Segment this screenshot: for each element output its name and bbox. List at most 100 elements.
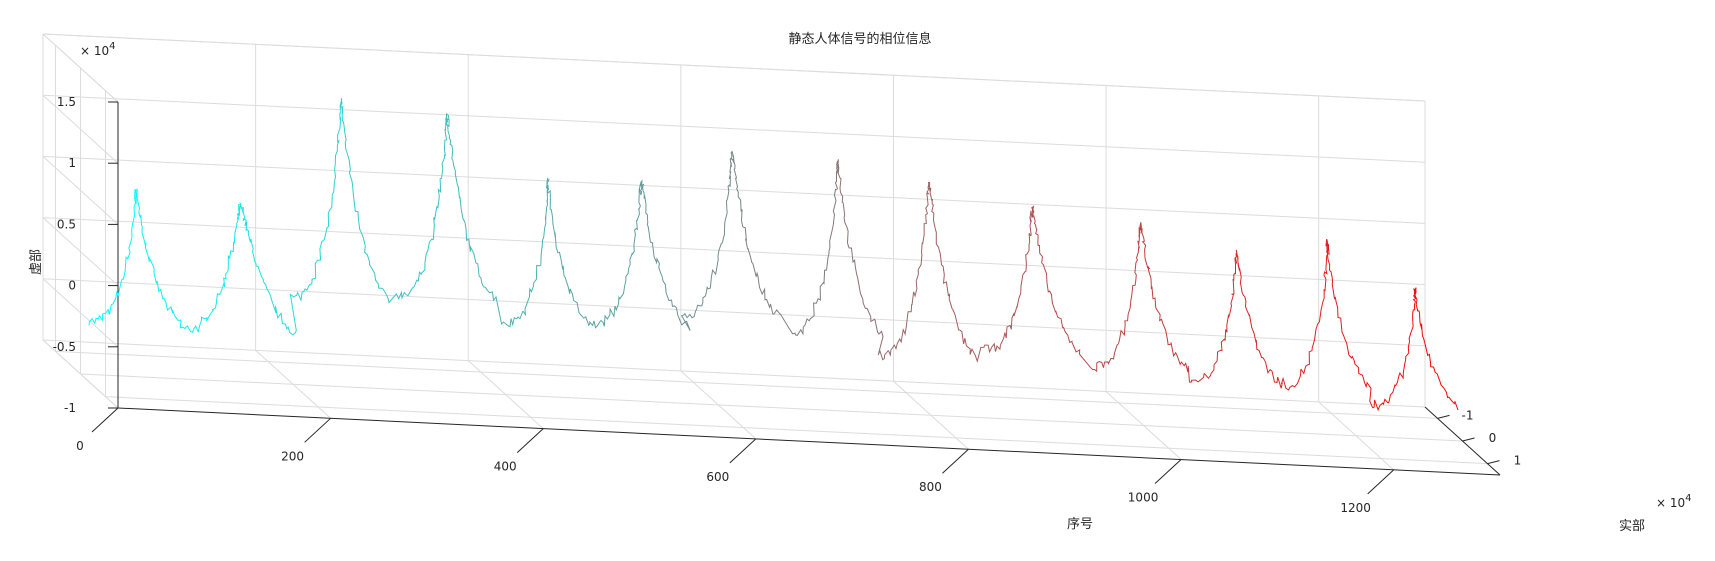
trajectory-segment-26 [638, 179, 649, 221]
trajectory-segment-28 [672, 304, 702, 331]
trajectory-segment-3 [140, 215, 165, 300]
trajectory-segment-60 [1344, 338, 1381, 412]
x-axis-line [117, 407, 1501, 476]
grid-back-z-1 [42, 278, 1426, 347]
trajectory-segment-51 [1155, 307, 1190, 383]
trajectory-segment-25 [629, 188, 643, 260]
grid-back-z-0 [42, 339, 1426, 408]
trajectory-segment-23 [563, 275, 602, 329]
trajectory-segment-56 [1264, 360, 1302, 391]
y-exponent-label: × 104 [1656, 493, 1692, 510]
y-exponent-power: 4 [1685, 493, 1691, 504]
x-tick-mark-1 [304, 417, 331, 443]
signal-trajectory [88, 98, 1459, 412]
trajectory-segment-5 [199, 274, 227, 324]
x-tick-label-5: 1000 [1128, 491, 1159, 505]
trajectory-segment-4 [163, 297, 201, 334]
z-axis-label: 虚部 [29, 249, 44, 275]
trajectory-segment-36 [839, 177, 859, 279]
y-exponent-base: × 10 [1656, 496, 1685, 510]
trajectory-segment-15 [405, 206, 438, 297]
grid-side-z-2 [42, 217, 119, 286]
grid-box-edge-0 [42, 33, 1426, 102]
grid-side-z-3 [42, 156, 119, 225]
x-tick-mark-2 [516, 428, 544, 453]
trajectory-segment-57 [1300, 278, 1327, 375]
x-tick-label-0: 0 [76, 439, 84, 453]
trajectory-segment-58 [1323, 238, 1330, 280]
x-tick-label-4: 800 [919, 480, 942, 494]
trajectory-segment-17 [445, 112, 454, 161]
z-exponent-power: 4 [109, 41, 115, 52]
trajectory-segment-6 [225, 212, 240, 275]
grid-lines [42, 33, 1488, 471]
z-tick-label-0: -1 [64, 401, 76, 415]
trajectory-segment-19 [478, 276, 524, 328]
trajectory-segment-27 [646, 220, 673, 307]
trajectory-segment-47 [1071, 341, 1119, 373]
trajectory-segment-16 [436, 118, 448, 209]
trajectory-segment-11 [323, 117, 341, 240]
x-tick-label-2: 400 [494, 460, 517, 474]
y-tick-labels: -1 0 1 [1462, 408, 1522, 467]
trajectory-segment-21 [545, 177, 550, 221]
trajectory-segment-53 [1224, 258, 1236, 341]
y-axis-label: 实部 [1619, 519, 1645, 534]
axes [91, 101, 1501, 495]
trajectory-segment-13 [344, 130, 366, 247]
trajectory-segment-46 [1041, 262, 1073, 344]
z-tick-label-2: 0 [68, 279, 76, 293]
x-tick-label-1: 200 [281, 449, 304, 463]
z-tick-label-1: -0.5 [53, 340, 76, 354]
x-tick-mark-6 [1367, 469, 1395, 495]
trajectory-segment-48 [1117, 258, 1139, 344]
x-tick-mark-3 [729, 438, 757, 464]
grid-floor-y-1 [80, 373, 1463, 442]
z-exponent-label: × 104 [80, 41, 116, 58]
y-tick-mark-0 [1437, 414, 1450, 419]
z-tick-label-3: 0.5 [57, 217, 76, 231]
trajectory-segment-29 [701, 212, 728, 307]
svg-text:× 104: × 104 [1656, 493, 1692, 510]
trajectory-segment-30 [725, 150, 734, 213]
trajectory-segment-8 [244, 219, 264, 282]
trajectory-segment-35 [834, 159, 841, 191]
trajectory-segment-7 [237, 201, 247, 222]
trajectory-segment-20 [522, 216, 547, 317]
grid-side-z-1 [42, 278, 119, 348]
trajectory-segment-22 [547, 184, 565, 276]
trajectory-segment-34 [817, 188, 837, 301]
trajectory-segment-54 [1234, 249, 1242, 278]
y-tick-label-1: 0 [1489, 431, 1497, 445]
trajectory-segment-38 [887, 273, 919, 357]
trajectory-segment-39 [917, 187, 931, 275]
x-tick-label-3: 600 [706, 470, 729, 484]
trajectory-segment-18 [452, 160, 480, 277]
trajectory-segment-64 [1424, 344, 1459, 411]
z-tick-labels: -1 -0.5 0 0.5 1 1.5 [53, 95, 76, 415]
trajectory-segment-45 [1031, 207, 1043, 264]
chart-title: 静态人体信号的相位信息 [788, 31, 931, 47]
trajectory-segment-0 [88, 277, 124, 326]
grid-floor-y-0 [55, 350, 1438, 419]
grid-back-z-4 [42, 94, 1426, 163]
y-tick-label-2: 1 [1514, 454, 1522, 468]
grid-box-edge-2 [42, 33, 119, 103]
x-axis-label: 序号 [1067, 517, 1093, 532]
y-tick-mark-1 [1462, 437, 1475, 442]
trajectory-segment-43 [1000, 264, 1027, 346]
trajectory-segment-9 [262, 281, 297, 336]
trajectory-segment-61 [1379, 341, 1411, 407]
trajectory-segment-42 [959, 329, 1001, 363]
trajectory-segment-24 [600, 259, 631, 327]
trajectory-segment-31 [730, 155, 743, 221]
trajectory-segment-50 [1141, 227, 1157, 308]
trajectory-segment-52 [1189, 338, 1225, 383]
trajectory-segment-10 [289, 239, 325, 302]
x-tick-mark-4 [942, 448, 969, 474]
y-tick-mark-2 [1487, 460, 1500, 465]
trajectory-segment-32 [741, 220, 774, 315]
x-tick-mark-5 [1154, 459, 1182, 484]
trajectory-segment-14 [364, 245, 407, 304]
z-tick-label-5: 1.5 [57, 95, 76, 109]
